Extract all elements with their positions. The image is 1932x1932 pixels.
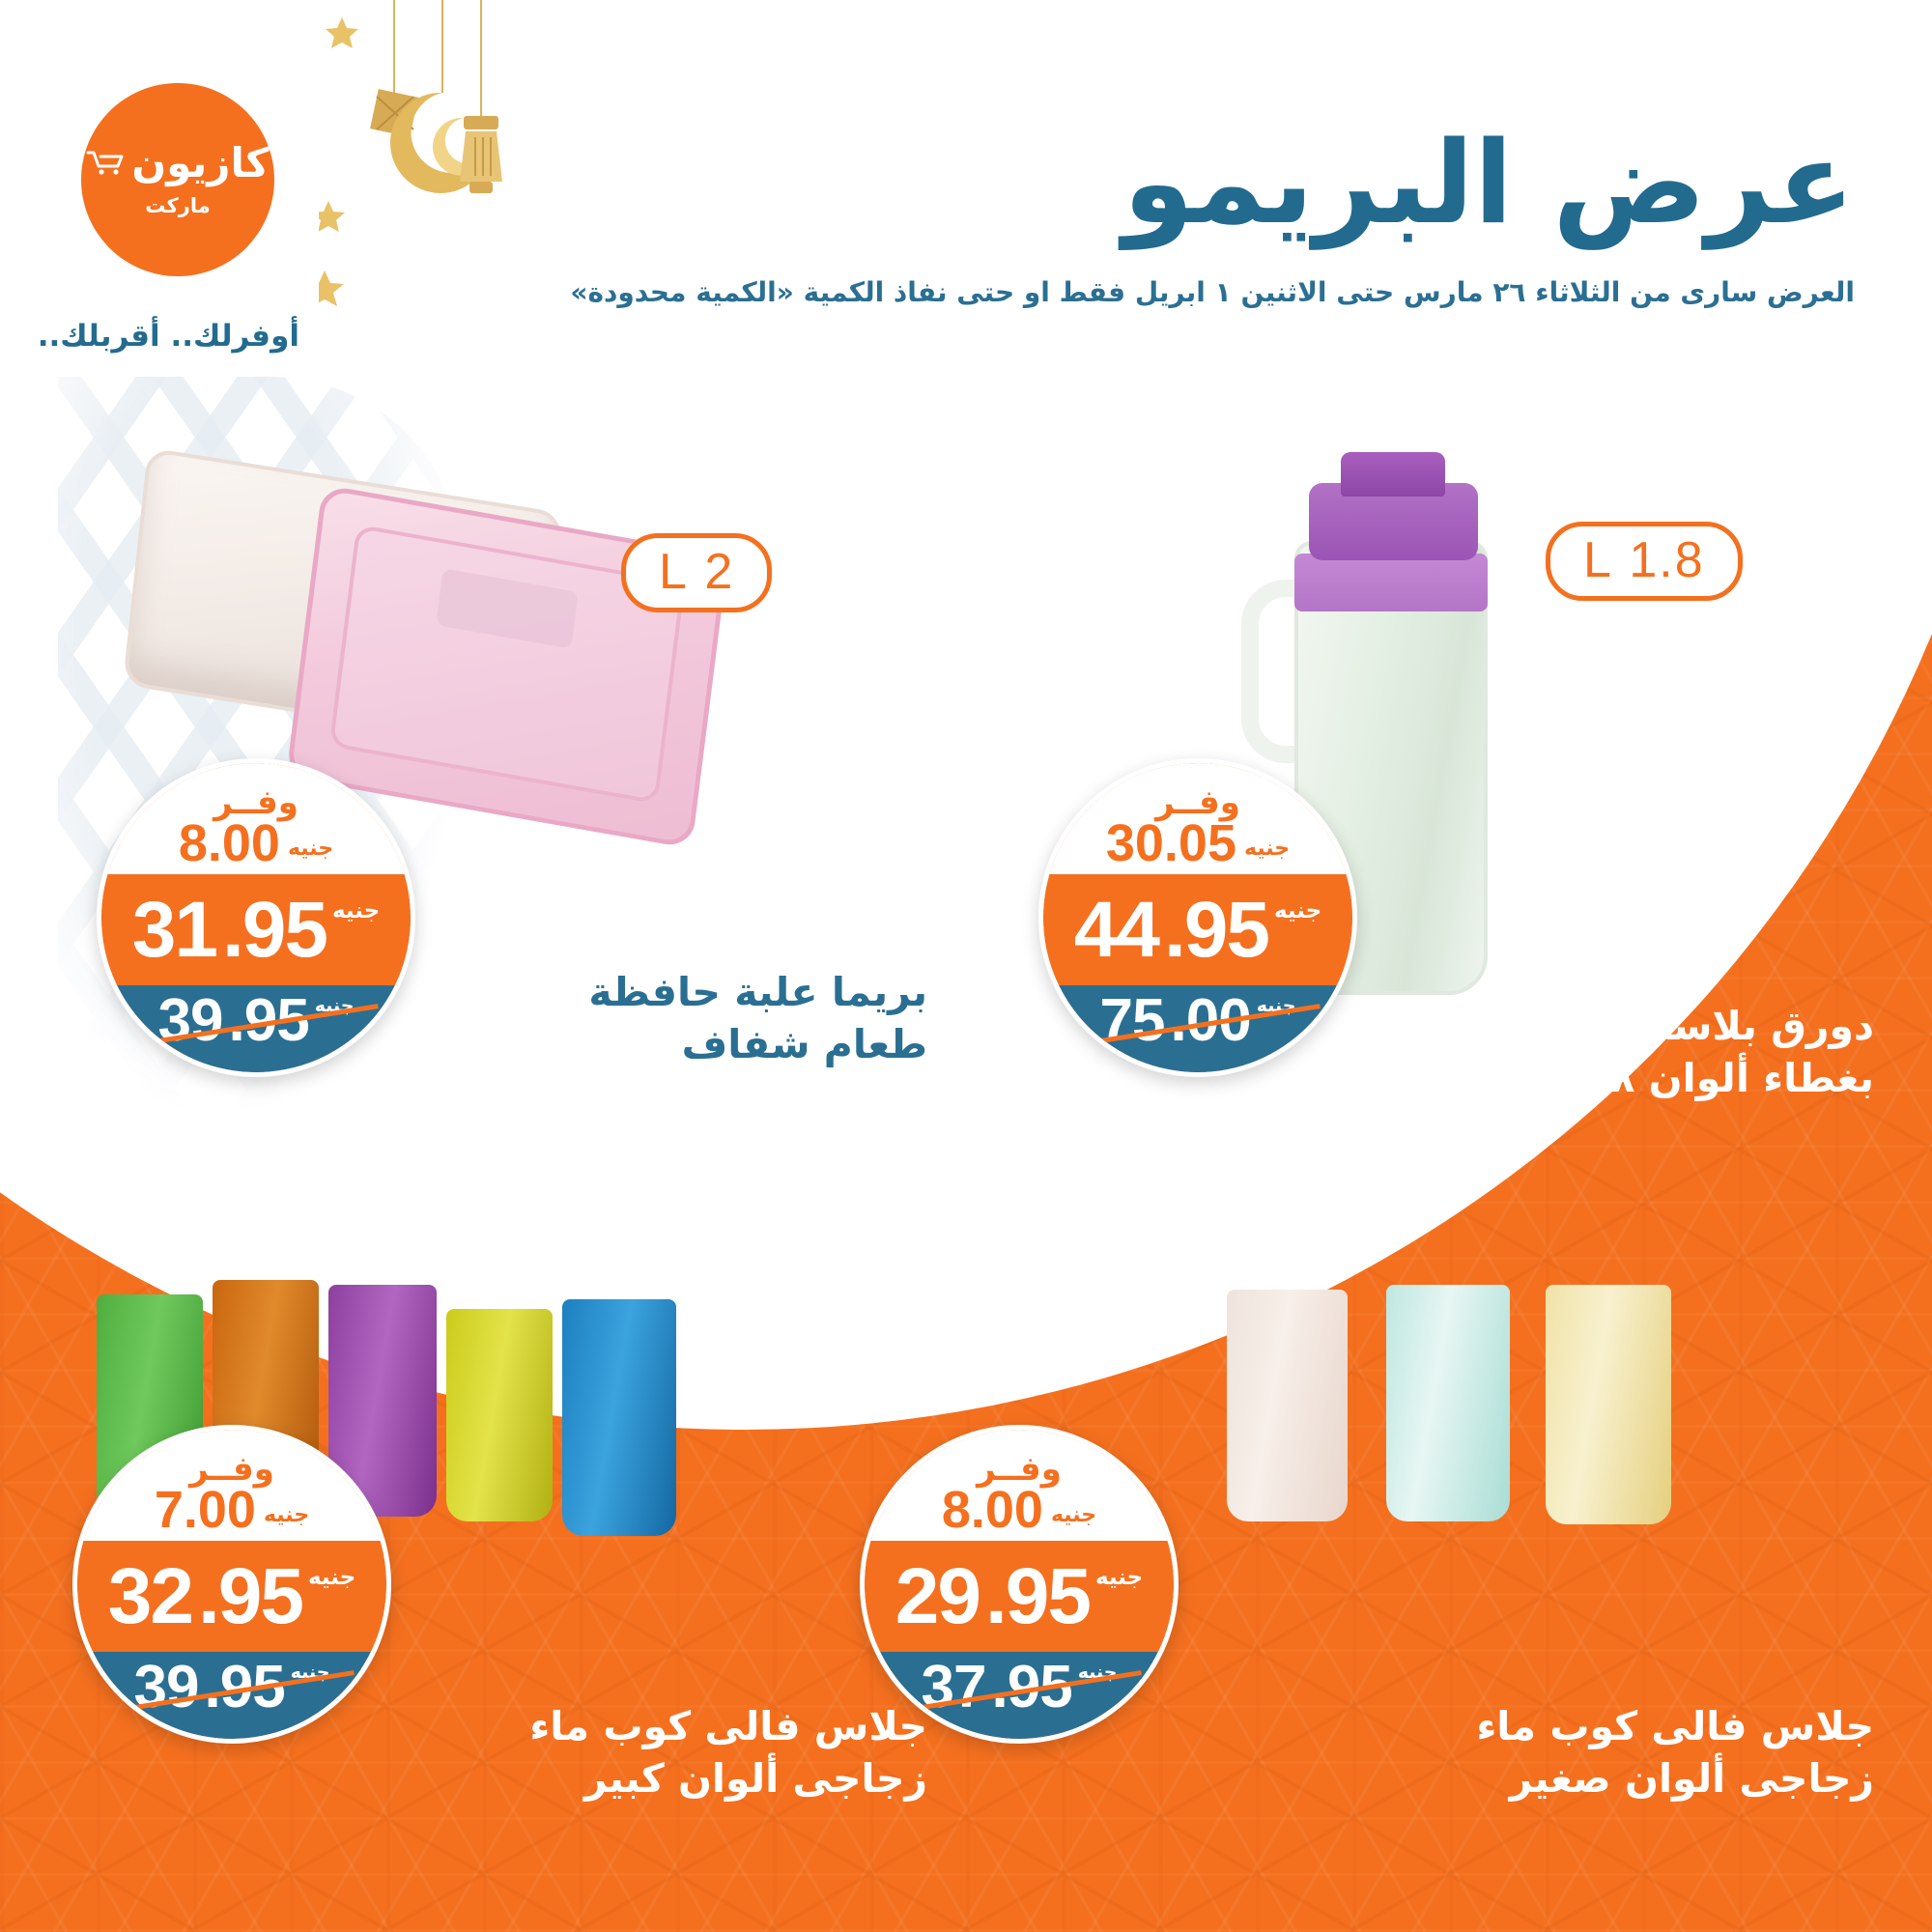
new-price-currency: جنيه [331,897,381,923]
save-section: وفــر جنيه 30.05 [1043,763,1352,875]
new-price-section: 44 .95 جنيه [1043,874,1352,986]
new-price-decimals: .95 [984,1551,1092,1640]
save-currency: جنيه [263,1503,310,1528]
old-price-integer: 75 [1099,987,1166,1055]
old-price-section: 39 .95 جنيه [77,1652,386,1739]
save-section: وفــر جنيه 8.00 [865,1430,1174,1542]
new-price-decimals: .95 [1163,885,1270,974]
price-badge-prima-food-container[interactable]: وفــر جنيه 8.00 31 .95 جنيه 39 [97,758,415,1077]
volume-badge-prima-food-container: 2 L [621,533,773,612]
product-image-vally-glass-small [1208,1256,1806,1526]
old-price-section: 75 .00 جنيه [1043,985,1352,1072]
product-name-plastic-jug: دورق بلاستيك بغطاء ألوان ١,٨ لتر [1501,1003,1874,1102]
price-badge-vally-glass-large[interactable]: وفــر جنيه 7.00 32 .95 جنيه 39 [72,1425,391,1744]
new-price-section: 32 .95 جنيه [77,1541,386,1653]
old-price-integer: 39 [157,987,224,1055]
save-label: وفــر [189,1449,274,1489]
save-currency: جنيه [1243,837,1291,862]
old-price-section: 37 .95 جنيه [865,1652,1174,1739]
price-badge-plastic-jug[interactable]: وفــر جنيه 30.05 44 .95 جنيه 75 [1038,758,1357,1077]
save-amount: 8.00 [941,1480,1043,1539]
old-price-integer: 39 [133,1654,200,1721]
save-label: وفــر [1155,782,1240,822]
page-title: عرض البريمو [1122,116,1856,249]
crescent-moon-icon [390,92,491,193]
new-price-integer: 44 [1073,885,1160,974]
old-price-integer: 37 [921,1654,987,1721]
save-amount: 30.05 [1105,813,1236,872]
ramadan-ornaments [319,0,502,306]
star-icon [319,17,358,306]
save-amount: 8.00 [178,813,280,872]
volume-badge-plastic-jug: 1.8 L [1546,522,1743,601]
save-amount: 7.00 [154,1480,256,1539]
save-label: وفــر [213,782,298,822]
new-price-integer: 31 [131,885,218,974]
new-price-section: 29 .95 جنيه [865,1541,1174,1653]
save-label: وفــر [977,1449,1062,1489]
new-price-currency: جنيه [1094,1564,1144,1590]
logo-subtext: ماركت [145,193,211,217]
new-price-currency: جنيه [1273,897,1322,923]
save-currency: جنيه [1050,1503,1097,1528]
old-price-section: 39 .95 جنيه [101,985,411,1072]
product-name-vally-glass-small: جلاس فالى كوب ماء زجاجى ألوان صغير [1476,1703,1874,1803]
brand-logo[interactable]: كازيون ماركت [81,83,274,276]
new-price-currency: جنيه [307,1564,356,1590]
shopping-cart-icon [86,143,125,184]
brand-tagline: أوفرلك.. أقربلك.. [37,319,299,354]
new-price-integer: 29 [895,1551,981,1640]
save-currency: جنيه [287,837,334,862]
new-price-integer: 32 [107,1551,194,1640]
offer-validity-subtitle: العرض سارى من الثلاثاء ٢٦ مارس حتى الاثن… [570,276,1855,308]
product-name-prima-food-container: بريما علبة حافظة طعام شفاف [588,969,927,1068]
new-price-section: 31 .95 جنيه [101,874,411,986]
new-price-decimals: .95 [197,1551,304,1640]
save-section: وفــر جنيه 8.00 [101,763,411,875]
price-badge-vally-glass-small[interactable]: وفــر جنيه 8.00 29 .95 جنيه 37 [860,1425,1179,1744]
product-name-vally-glass-large: جلاس فالى كوب ماء زجاجى ألوان كبير [529,1703,927,1803]
new-price-decimals: .95 [221,885,328,974]
logo-brand-text: كازيون [131,138,270,186]
save-section: وفــر جنيه 7.00 [77,1430,386,1542]
lantern-icon [460,116,502,193]
logo-wordmark: كازيون [86,138,270,186]
